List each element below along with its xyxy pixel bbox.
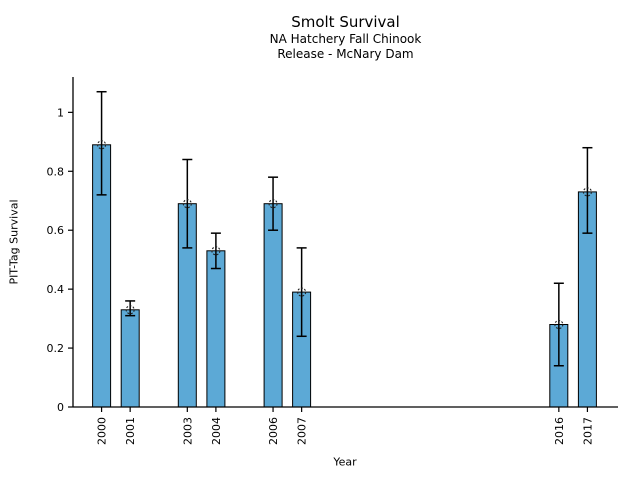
x-tick-label-2004: 2004 [210, 417, 223, 445]
chart-subtitle-line1: NA Hatchery Fall Chinook [269, 32, 422, 46]
marker-2000 [97, 140, 107, 150]
marker-2007 [297, 287, 307, 297]
marker-2017 [582, 187, 592, 197]
marker-2003 [182, 199, 192, 209]
x-tick-label-2003: 2003 [181, 417, 194, 445]
y-tick-label-0.8: 0.8 [47, 165, 65, 178]
bar-2001 [120, 309, 140, 408]
x-tick-label-2007: 2007 [296, 417, 309, 445]
x-tick-label-2017: 2017 [581, 417, 594, 445]
marker-2006 [268, 199, 278, 209]
marker-2016 [554, 319, 564, 330]
y-tick-label-0: 0 [57, 401, 64, 414]
x-axis-label: Year [333, 455, 357, 469]
bar-2004 [206, 250, 226, 408]
bar-2006 [263, 203, 283, 408]
y-tick-label-1: 1 [57, 106, 64, 119]
y-tick-label-0.6: 0.6 [47, 224, 65, 237]
x-tick-label-2016: 2016 [553, 417, 566, 445]
y-axis-label: PIT-Tag Survival [7, 199, 21, 285]
x-tick-label-2000: 2000 [96, 417, 109, 445]
marker-2001 [125, 305, 135, 315]
x-tick-label-2006: 2006 [267, 417, 280, 445]
y-tick-label-0.4: 0.4 [47, 283, 65, 296]
chart-subtitle-line2: Release - McNary Dam [277, 47, 414, 61]
marker-2004 [211, 246, 221, 256]
x-tick-label-2001: 2001 [124, 417, 137, 445]
y-tick-label-0.2: 0.2 [47, 342, 65, 355]
chart-title: Smolt Survival [291, 13, 400, 31]
